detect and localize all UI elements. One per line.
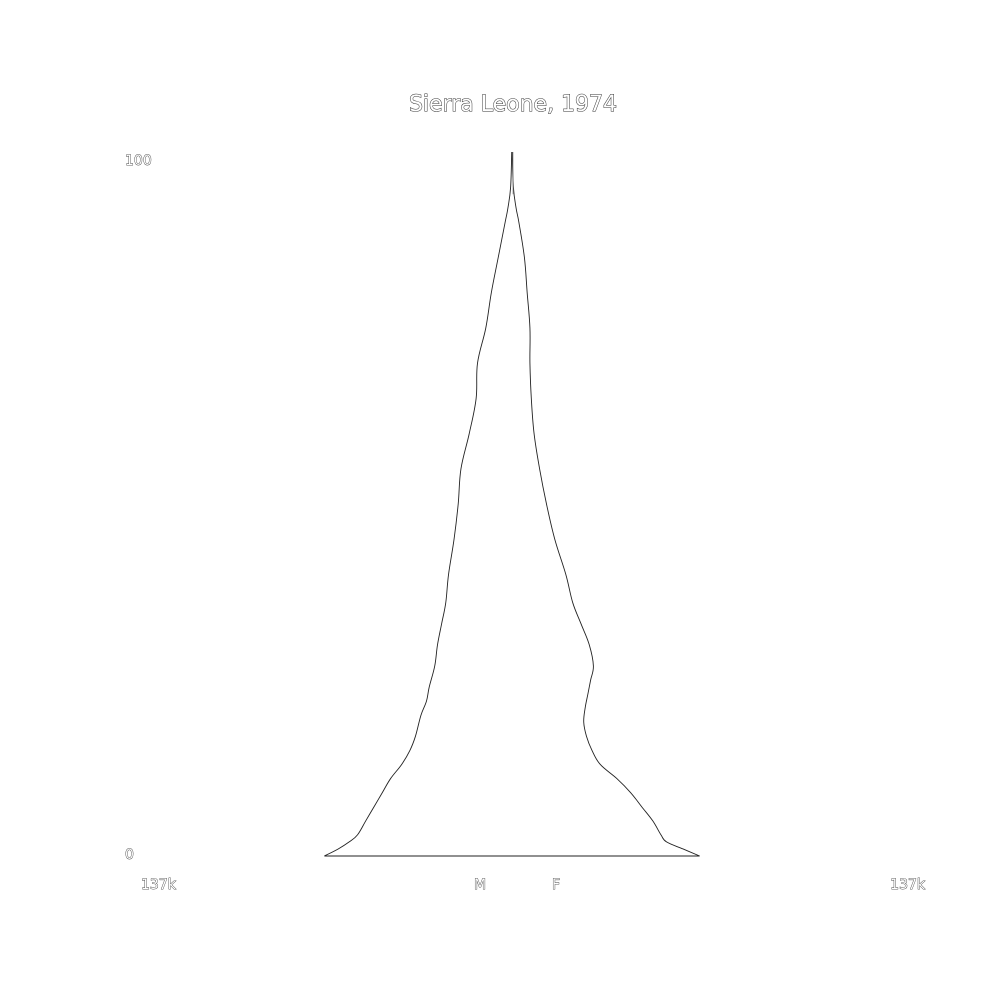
x-tick-label-right: 137k — [890, 877, 926, 893]
series-outline-f — [511, 151, 700, 857]
series-outline-m — [324, 151, 513, 857]
chart-marks — [324, 151, 700, 857]
x-tick-label-left: 137k — [141, 877, 177, 893]
y-tick-label-top: 100 — [125, 153, 152, 169]
series-label-f: F — [552, 877, 560, 893]
series-label-m: M — [474, 877, 486, 893]
y-tick-label-bottom: 0 — [125, 847, 134, 863]
chart-title: Sierra Leone, 1974 — [409, 92, 617, 117]
